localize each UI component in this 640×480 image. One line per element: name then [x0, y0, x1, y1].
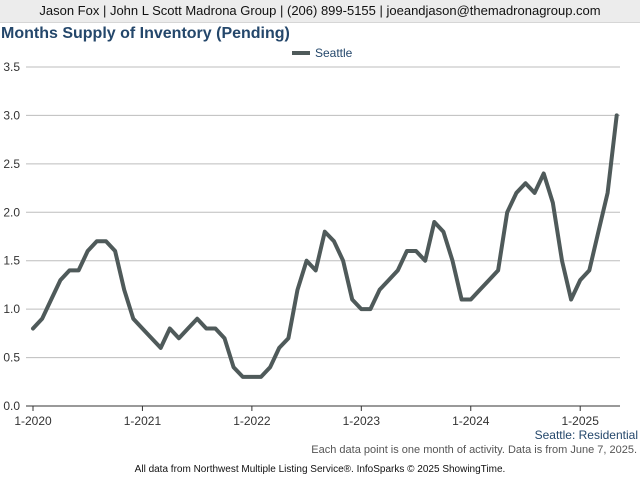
data-point — [414, 249, 418, 253]
data-point — [560, 259, 564, 263]
data-point — [441, 230, 445, 234]
data-point — [405, 249, 409, 253]
data-point — [350, 297, 354, 301]
data-point — [496, 268, 500, 272]
x-tick-label: 1-2021 — [124, 414, 162, 428]
x-tick-label: 1-2025 — [562, 414, 600, 428]
data-point — [323, 230, 327, 234]
data-point — [314, 268, 318, 272]
contact-header: Jason Fox | John L Scott Madrona Group |… — [0, 0, 640, 23]
data-point — [259, 375, 263, 379]
x-tick-label: 1-2020 — [14, 414, 52, 428]
data-point — [460, 297, 464, 301]
data-note: Each data point is one month of activity… — [311, 444, 637, 456]
data-point — [423, 259, 427, 263]
legend-label: Seattle — [315, 46, 353, 60]
data-point — [49, 297, 53, 301]
grid-lines — [26, 66, 620, 407]
data-point — [478, 288, 482, 292]
data-point — [341, 259, 345, 263]
data-point — [131, 317, 135, 321]
data-point — [542, 172, 546, 176]
market-label: Seattle: Residential — [535, 428, 638, 442]
x-tick-label: 1-2023 — [343, 414, 381, 428]
data-point — [396, 268, 400, 272]
data-point — [451, 259, 455, 263]
data-point — [140, 327, 144, 331]
data-point — [241, 375, 245, 379]
data-point — [250, 375, 254, 379]
y-tick-label: 3.0 — [3, 108, 20, 122]
data-point — [40, 317, 44, 321]
data-point — [606, 191, 610, 195]
data-point — [432, 220, 436, 224]
data-point — [95, 239, 99, 243]
data-point — [332, 239, 336, 243]
data-point — [378, 288, 382, 292]
y-tick-label: 2.5 — [3, 157, 20, 171]
data-point — [368, 307, 372, 311]
data-point — [58, 278, 62, 282]
y-tick-label: 1.5 — [3, 254, 20, 268]
data-point — [469, 297, 473, 301]
data-point — [569, 297, 573, 301]
data-point — [159, 346, 163, 350]
y-tick-label: 1.0 — [3, 302, 20, 316]
legend: Seattle — [292, 46, 353, 60]
data-point — [277, 346, 281, 350]
y-tick-label: 3.5 — [3, 60, 20, 74]
data-point — [113, 249, 117, 253]
data-point — [533, 191, 537, 195]
data-point — [223, 336, 227, 340]
data-point — [487, 278, 491, 282]
data-point — [186, 327, 190, 331]
y-tick-label: 0.5 — [3, 351, 20, 365]
data-point — [587, 268, 591, 272]
x-tick-label: 1-2024 — [452, 414, 490, 428]
data-point — [168, 327, 172, 331]
data-point — [305, 259, 309, 263]
data-point — [213, 327, 217, 331]
data-point — [505, 210, 509, 214]
x-tick-label: 1-2022 — [233, 414, 271, 428]
series-line-seattle — [31, 113, 619, 379]
data-point — [31, 327, 35, 331]
y-tick-label: 0.0 — [3, 399, 20, 413]
data-point — [195, 317, 199, 321]
data-point — [232, 365, 236, 369]
data-point — [122, 288, 126, 292]
y-tick-label: 2.0 — [3, 205, 20, 219]
data-point — [150, 336, 154, 340]
chart-title: Months Supply of Inventory (Pending) — [1, 25, 290, 42]
data-point — [514, 191, 518, 195]
data-point — [523, 181, 527, 185]
data-point — [578, 278, 582, 282]
data-point — [268, 365, 272, 369]
data-point — [596, 230, 600, 234]
data-point — [387, 278, 391, 282]
data-point — [286, 336, 290, 340]
data-point — [67, 268, 71, 272]
data-point — [177, 336, 181, 340]
data-point — [204, 327, 208, 331]
data-point — [359, 307, 363, 311]
data-point — [615, 113, 619, 117]
data-point — [551, 201, 555, 205]
data-point — [86, 249, 90, 253]
axes: 0.0 0.5 1.0 1.5 2.0 2.5 3.0 3.5 1-2020 1-2021 1-20… — [3, 60, 599, 428]
data-point — [295, 288, 299, 292]
data-point — [104, 239, 108, 243]
source-credit: All data from Northwest Multiple Listing… — [134, 464, 506, 475]
data-point — [77, 268, 81, 272]
series-layer — [31, 113, 619, 379]
